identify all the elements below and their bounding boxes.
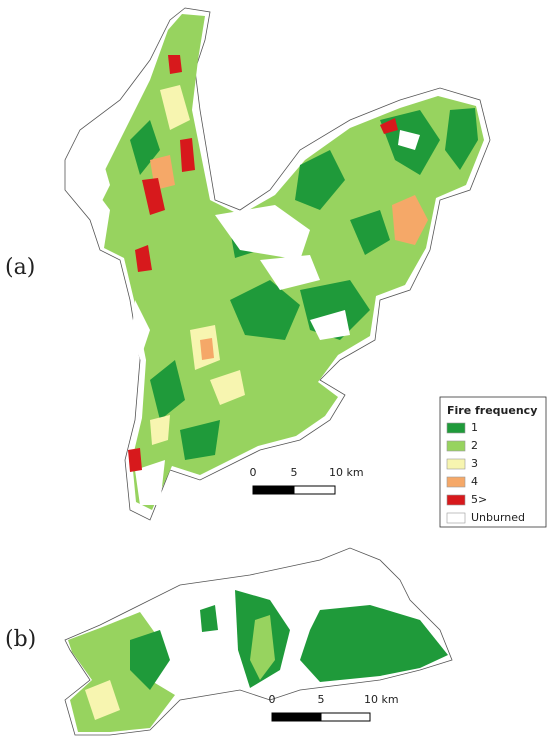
scale-bar-white bbox=[293, 485, 336, 495]
legend-title: Fire frequency bbox=[447, 404, 537, 417]
legend-swatch bbox=[446, 494, 466, 506]
scale-bar-label: 10 km bbox=[364, 693, 399, 706]
legend-label: 5> bbox=[471, 493, 487, 506]
legend-label: 1 bbox=[471, 421, 478, 434]
frequency-2-patch bbox=[250, 615, 275, 680]
frequency-3-patch bbox=[85, 680, 120, 720]
scale-bar-black bbox=[271, 712, 322, 722]
frequency-3-patches bbox=[150, 85, 245, 445]
legend-swatch bbox=[446, 422, 466, 434]
frequency-1-patch bbox=[300, 605, 448, 682]
frequency-1-patch bbox=[130, 630, 170, 690]
panel-label: (b) bbox=[5, 627, 36, 652]
legend-swatch bbox=[446, 512, 466, 524]
map-a bbox=[64, 7, 491, 521]
frequency-1-patch bbox=[200, 605, 218, 632]
scale-bar-label: 0 bbox=[269, 693, 276, 706]
legend-swatch bbox=[446, 458, 466, 470]
legend-label: Unburned bbox=[471, 511, 525, 524]
scale-bar-black bbox=[252, 485, 295, 495]
unburned-patches bbox=[70, 130, 420, 505]
panel-label: (a) bbox=[5, 255, 35, 280]
legend-swatch bbox=[446, 476, 466, 488]
scale-bar-label: 0 bbox=[250, 466, 257, 479]
scale-bar-label: 5 bbox=[291, 466, 298, 479]
frequency-5-patches bbox=[128, 55, 398, 472]
map-b bbox=[64, 547, 453, 736]
legend-label: 2 bbox=[471, 439, 478, 452]
scale-bar-white bbox=[320, 712, 371, 722]
legend-swatch bbox=[446, 440, 466, 452]
legend-label: 3 bbox=[471, 457, 478, 470]
scale-bar-label: 10 km bbox=[329, 466, 364, 479]
legend-label: 4 bbox=[471, 475, 478, 488]
scale-bar-label: 5 bbox=[318, 693, 325, 706]
